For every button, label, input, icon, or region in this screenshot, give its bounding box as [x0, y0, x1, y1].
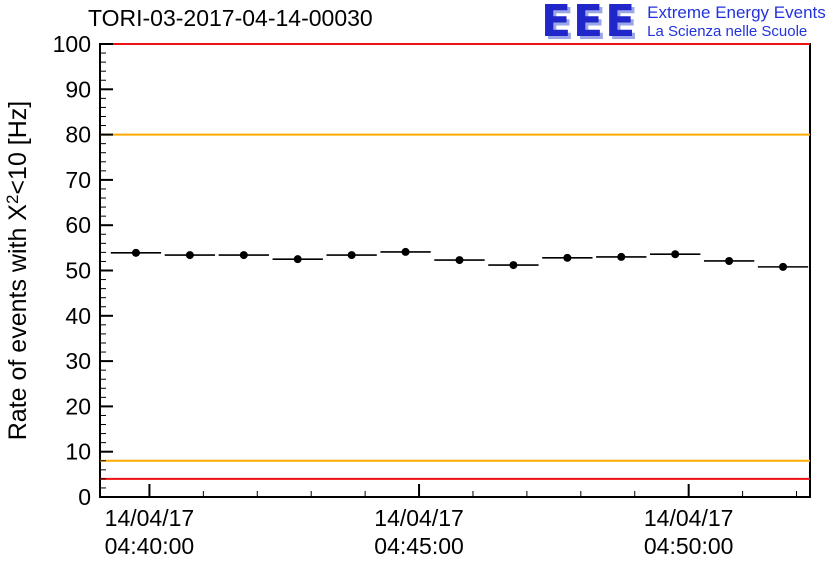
- y-tick-label: 80: [65, 122, 91, 148]
- data-point: [239, 251, 248, 260]
- y-tick-label: 50: [65, 258, 91, 284]
- y-tick-label: 70: [65, 167, 91, 193]
- logo-line-1: Extreme Energy Events: [647, 3, 826, 22]
- eee-logo: EEE Extreme Energy Events La Scienza nel…: [541, 0, 826, 47]
- data-point: [617, 252, 626, 261]
- chart-title: TORI-03-2017-04-14-00030: [88, 5, 373, 31]
- y-tick-label: 20: [65, 393, 91, 419]
- data-point: [401, 247, 410, 256]
- x-tick-time-label: 04:45:00: [374, 533, 464, 559]
- plot-frame: [99, 43, 811, 498]
- x-tick-date-label: 14/04/17: [374, 505, 464, 531]
- data-point: [509, 261, 518, 270]
- y-tick-label: 0: [78, 484, 91, 510]
- data-point: [185, 251, 194, 260]
- y-tick-label: 60: [65, 212, 91, 238]
- data-point: [671, 250, 680, 259]
- data-point: [455, 256, 464, 265]
- x-axis: 14/04/1704:40:0014/04/1704:45:0014/04/17…: [105, 484, 798, 559]
- y-tick-label: 30: [65, 348, 91, 374]
- x-tick-time-label: 04:50:00: [644, 533, 734, 559]
- y-tick-label: 10: [65, 439, 91, 465]
- data-point: [779, 262, 788, 271]
- x-tick-date-label: 14/04/17: [644, 505, 734, 531]
- y-tick-label: 100: [53, 31, 91, 57]
- y-tick-label: 90: [65, 76, 91, 102]
- data-point: [347, 251, 356, 260]
- logo-line-2: La Scienza nelle Scuole: [647, 23, 808, 40]
- data-point: [131, 248, 140, 257]
- data-point: [563, 253, 572, 262]
- x-tick-date-label: 14/04/17: [105, 505, 195, 531]
- eee-logo-mark: EEE: [541, 0, 638, 47]
- threshold-lines: [100, 43, 810, 480]
- y-axis-title: Rate of events with X2<10 [Hz]: [3, 101, 32, 441]
- y-axis: 0 10 20 30 40 50 60 70 80 90 100: [53, 31, 113, 510]
- data-point: [293, 255, 302, 264]
- data-series: [110, 247, 809, 271]
- y-tick-label: 40: [65, 303, 91, 329]
- x-tick-time-label: 04:40:00: [105, 533, 195, 559]
- data-point: [725, 256, 734, 265]
- eee-logo-subtitle: Extreme Energy Events La Scienza nelle S…: [647, 3, 826, 41]
